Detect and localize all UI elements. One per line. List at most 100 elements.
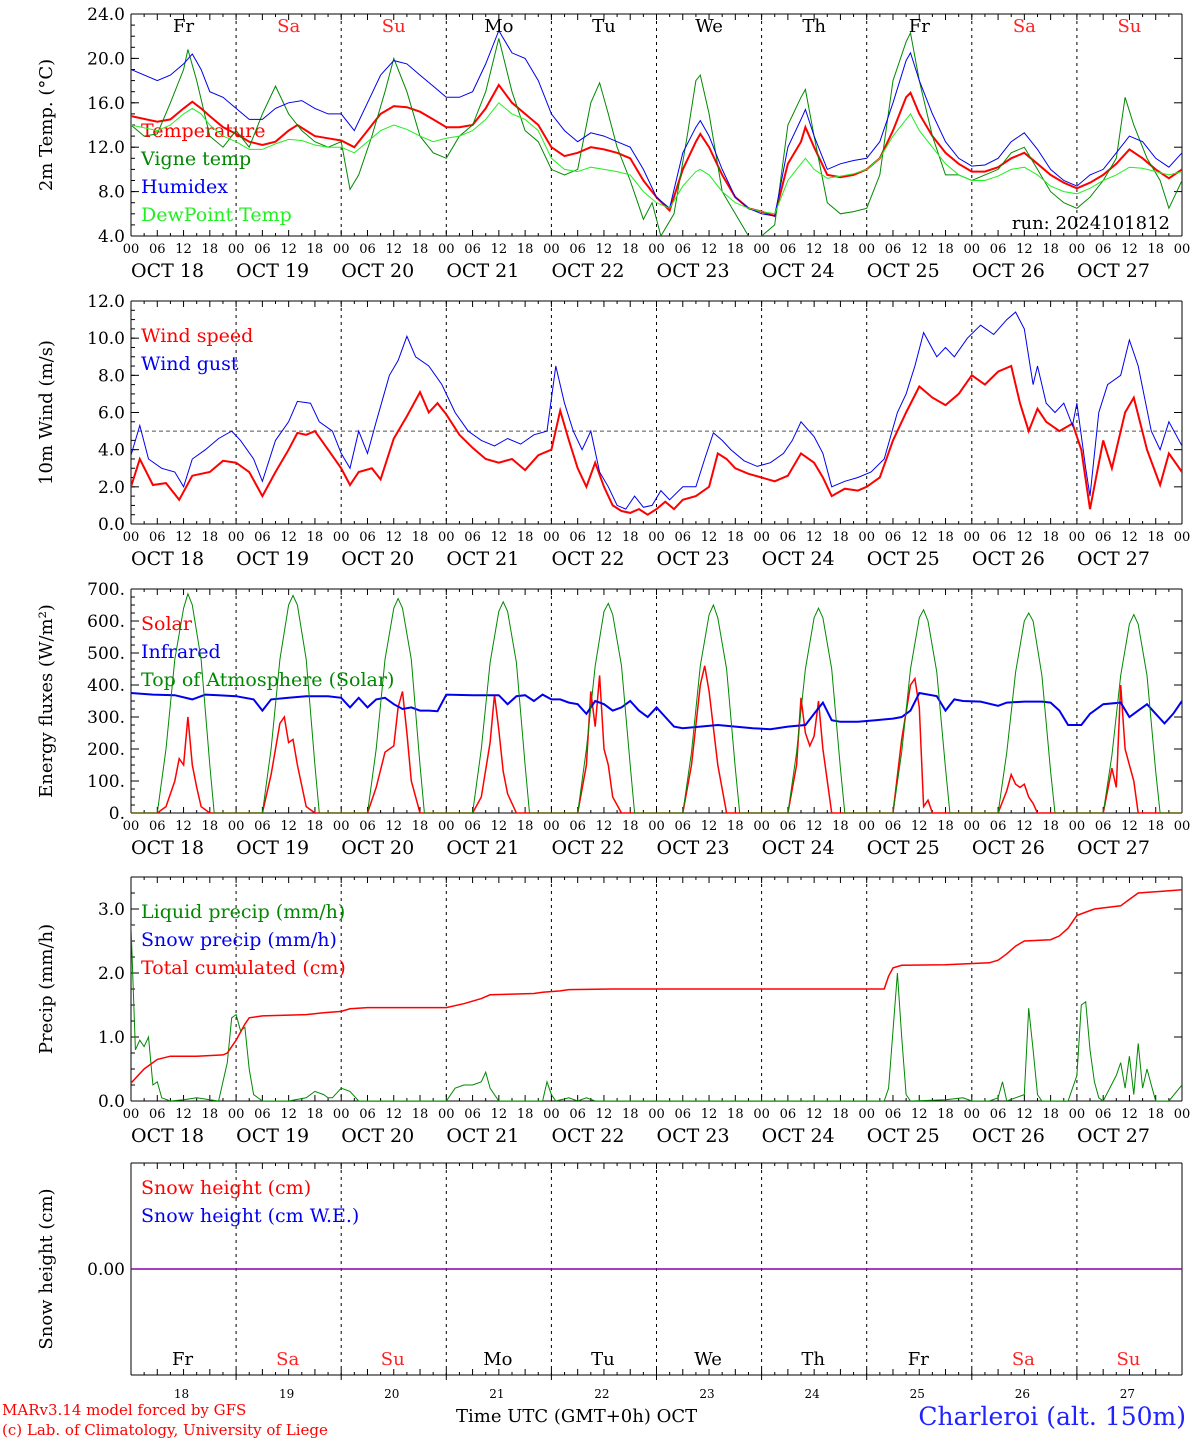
legend-entry: DewPoint Temp [141, 204, 292, 226]
hour-label: 12 [385, 530, 402, 545]
day-label: OCT 25 [867, 548, 940, 570]
hour-label: 00 [543, 1107, 560, 1122]
hour-label: 00 [1174, 1107, 1191, 1122]
day-label: OCT 27 [1077, 837, 1150, 859]
hour-label: 00 [858, 530, 875, 545]
day-number: 24 [805, 1387, 821, 1401]
hour-label: 12 [491, 242, 508, 257]
hour-label: 06 [1095, 1107, 1112, 1122]
hour-label: 18 [937, 819, 954, 834]
hour-label: 12 [911, 530, 928, 545]
hour-label: 12 [280, 819, 297, 834]
hour-label: 00 [123, 819, 140, 834]
legend-entry: Vigne temp [140, 148, 251, 170]
hour-label: 12 [175, 242, 192, 257]
weekday-label: Tu [591, 1349, 615, 1370]
hour-label: 06 [254, 530, 271, 545]
hour-label: 06 [885, 1107, 902, 1122]
day-label: OCT 24 [762, 260, 835, 282]
hour-label: 06 [149, 819, 166, 834]
hour-label: 00 [1069, 819, 1086, 834]
y-axis-label: Precip (mm/h) [36, 924, 57, 1054]
day-label: OCT 23 [657, 548, 730, 570]
hour-label: 00 [123, 1107, 140, 1122]
weekday-label: Sa [1013, 16, 1036, 37]
hour-label: 12 [280, 242, 297, 257]
day-label: OCT 26 [972, 548, 1045, 570]
weekday-label: Sa [276, 1349, 299, 1370]
model-credit-line1: MARv3.14 model forced by GFS [2, 1401, 247, 1419]
panel-temperature: 4.0 8.0 12.0 16.0 20.0 24.0 2m Temp. (°C) Tempe… [36, 5, 1190, 282]
hour-label: 12 [175, 1107, 192, 1122]
legend-entry: Snow precip (mm/h) [141, 929, 337, 951]
day-label: OCT 23 [657, 260, 730, 282]
legend-entry: Wind speed [141, 325, 253, 347]
hour-label: 00 [333, 242, 350, 257]
hour-label: 06 [359, 242, 376, 257]
hour-label: 12 [806, 819, 823, 834]
day-label: OCT 19 [236, 260, 309, 282]
hour-label: 12 [911, 242, 928, 257]
hour-label: 12 [1016, 1107, 1033, 1122]
hour-label: 06 [254, 819, 271, 834]
day-label: OCT 19 [236, 837, 309, 859]
hour-label: 00 [648, 530, 665, 545]
hour-label: 12 [1121, 1107, 1138, 1122]
hour-label: 18 [727, 1107, 744, 1122]
y-tick-label: 24.0 [87, 5, 125, 25]
day-label: OCT 18 [131, 260, 204, 282]
hour-label: 00 [543, 819, 560, 834]
day-label: OCT 27 [1077, 1125, 1150, 1147]
hour-label: 18 [832, 242, 849, 257]
day-number: 25 [910, 1387, 925, 1401]
hour-label: 06 [675, 819, 692, 834]
weekday-label: Su [382, 16, 406, 37]
hour-label: 12 [280, 530, 297, 545]
day-label: OCT 19 [236, 548, 309, 570]
hour-label: 12 [385, 1107, 402, 1122]
y-tick-label: 500. [87, 644, 125, 664]
hour-label: 00 [648, 1107, 665, 1122]
day-number: 26 [1015, 1387, 1030, 1401]
hour-label: 18 [1042, 530, 1059, 545]
hour-label: 18 [1147, 819, 1164, 834]
weekday-label: Th [802, 16, 826, 37]
hour-label: 00 [858, 819, 875, 834]
hour-label: 12 [491, 819, 508, 834]
day-label: OCT 26 [972, 260, 1045, 282]
y-tick-label: 0.00 [87, 1260, 125, 1280]
hour-label: 00 [1069, 1107, 1086, 1122]
series-line-temperature [131, 83, 1182, 218]
station-title: Charleroi (alt. 150m) [918, 1402, 1186, 1431]
hour-label: 18 [517, 242, 534, 257]
weekday-label: Fr [908, 1349, 929, 1370]
hour-label: 06 [464, 819, 481, 834]
hour-label: 18 [517, 1107, 534, 1122]
hour-label: 06 [569, 530, 586, 545]
hour-label: 06 [675, 1107, 692, 1122]
day-label: OCT 22 [551, 837, 624, 859]
hour-label: 00 [753, 242, 770, 257]
weekday-label: Mo [484, 16, 513, 37]
hour-label: 12 [911, 1107, 928, 1122]
day-number: 19 [279, 1387, 294, 1401]
hour-label: 12 [911, 819, 928, 834]
hour-label: 18 [727, 819, 744, 834]
day-label: OCT 21 [446, 1125, 519, 1147]
series-line-wind-speed [131, 364, 1182, 516]
panel-energy: 0. 100. 200. 300. 400. 500. 600. 700. Energy flu… [36, 580, 1190, 859]
day-label: OCT 23 [657, 1125, 730, 1147]
hour-label: 06 [359, 819, 376, 834]
y-tick-label: 12.0 [87, 138, 125, 158]
hour-label: 12 [806, 1107, 823, 1122]
hour-label: 18 [727, 242, 744, 257]
hour-label: 06 [569, 819, 586, 834]
hour-label: 18 [517, 819, 534, 834]
weekday-label: Fr [173, 16, 194, 37]
legend-entry: Wind gust [141, 353, 239, 375]
hour-label: 18 [622, 242, 639, 257]
day-label: OCT 18 [131, 548, 204, 570]
y-tick-label: 4.0 [98, 227, 125, 247]
legend-entry: Total cumulated (cm) [141, 957, 346, 979]
hour-label: 12 [596, 242, 613, 257]
